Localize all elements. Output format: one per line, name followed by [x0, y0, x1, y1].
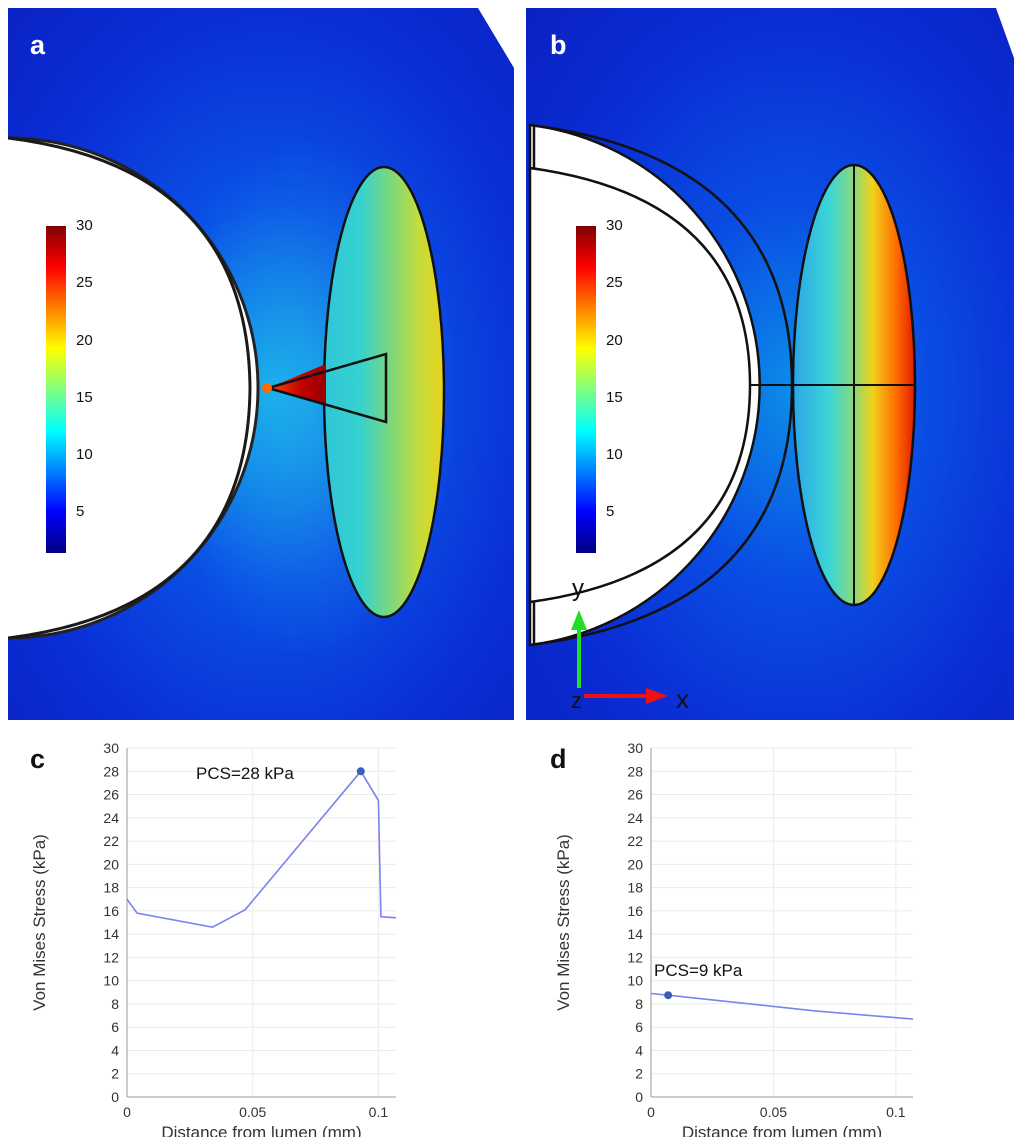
- y-tick-label: 18: [627, 880, 643, 896]
- y-tick-label: 28: [103, 763, 119, 779]
- y-tick-label: 10: [627, 973, 643, 989]
- x-tick-label: 0.1: [886, 1104, 906, 1120]
- y-tick-label: 12: [103, 949, 119, 965]
- pcs-annotation: PCS=9 kPa: [654, 961, 743, 980]
- colorbar-tick-25: 25: [76, 274, 93, 291]
- crack-triangle-outline: [263, 352, 388, 424]
- y-tick-label: 8: [111, 996, 119, 1012]
- colorbar-tick-20: 20: [76, 332, 93, 349]
- lumen-boundary: [8, 136, 252, 640]
- y-tick-label: 4: [111, 1042, 119, 1058]
- series-line: [126, 769, 397, 929]
- y-tick-label: 20: [627, 856, 643, 872]
- crack-tip: [262, 383, 272, 393]
- y-tick-label: 22: [103, 833, 119, 849]
- panel-letter-a: a: [30, 30, 46, 60]
- y-tick-label: 18: [103, 880, 119, 896]
- colorbar-tick-30: 30: [76, 217, 93, 234]
- y-tick-label: 16: [103, 903, 119, 919]
- y-tick-label: 0: [635, 1089, 643, 1105]
- y-tick-label: 14: [103, 926, 119, 942]
- x-tick-label: 0: [647, 1104, 655, 1120]
- y-tick-label: 8: [635, 996, 643, 1012]
- y-tick-label: 24: [103, 810, 119, 826]
- colorbar-tick-15: 15: [76, 389, 93, 406]
- z-axis-label: z: [571, 688, 582, 713]
- colorbar-tick-5: 5: [76, 503, 84, 520]
- y-tick-label: 30: [627, 740, 643, 756]
- x-axis-title: Distance from lumen (mm): [161, 1123, 361, 1137]
- x-axis-arrowhead: [646, 688, 668, 704]
- pcs-marker: [356, 767, 365, 776]
- y-tick-label: 0: [111, 1089, 119, 1105]
- x-axis-label: x: [676, 684, 689, 714]
- colorbar-tick-25: 25: [606, 274, 623, 291]
- panel-a-stress-map: 30 25 20 15 10 5 a: [8, 8, 514, 720]
- y-tick-label: 12: [627, 949, 643, 965]
- y-tick-label: 22: [627, 833, 643, 849]
- colorbar-tick-5: 5: [606, 503, 614, 520]
- pcs-annotation: PCS=28 kPa: [196, 764, 294, 783]
- panel-letter-d: d: [550, 744, 567, 774]
- y-axis-title: Von Mises Stress (kPa): [554, 834, 573, 1011]
- panel-b-stress-map: 30 25 20 15 10 5 y z x b: [526, 8, 1014, 720]
- y-tick-label: 26: [627, 787, 643, 803]
- inclusion-ellipse: [322, 165, 446, 619]
- colorbar-tick-30: 30: [606, 217, 623, 234]
- y-axis-label: y: [572, 575, 584, 602]
- y-tick-label: 6: [111, 1019, 119, 1035]
- y-tick-label: 2: [635, 1066, 643, 1082]
- x-tick-label: 0.05: [239, 1104, 266, 1120]
- colorbar: [576, 226, 596, 553]
- x-tick-label: 0.1: [369, 1104, 389, 1120]
- y-axis-title: Von Mises Stress (kPa): [30, 834, 49, 1011]
- y-tick-label: 6: [635, 1019, 643, 1035]
- colorbar: [46, 226, 66, 553]
- x-axis-title: Distance from lumen (mm): [682, 1123, 882, 1137]
- pcs-marker: [664, 991, 673, 1000]
- y-tick-label: 20: [103, 856, 119, 872]
- y-tick-label: 28: [627, 763, 643, 779]
- y-tick-label: 10: [103, 973, 119, 989]
- panel-letter-b: b: [550, 30, 567, 60]
- y-tick-label: 26: [103, 787, 119, 803]
- x-tick-label: 0.05: [760, 1104, 787, 1120]
- y-tick-label: 16: [627, 903, 643, 919]
- colorbar-tick-10: 10: [76, 446, 93, 463]
- y-tick-label: 14: [627, 926, 643, 942]
- y-tick-label: 30: [103, 740, 119, 756]
- y-axis-arrowhead: [571, 610, 587, 630]
- x-tick-label: 0: [123, 1104, 131, 1120]
- colorbar-tick-15: 15: [606, 389, 623, 406]
- y-tick-label: 2: [111, 1066, 119, 1082]
- colorbar-tick-10: 10: [606, 446, 623, 463]
- y-tick-label: 4: [635, 1042, 643, 1058]
- colorbar-tick-20: 20: [606, 332, 623, 349]
- y-tick-label: 24: [627, 810, 643, 826]
- series-line: [650, 992, 914, 1020]
- panel-letter-c: c: [30, 744, 45, 774]
